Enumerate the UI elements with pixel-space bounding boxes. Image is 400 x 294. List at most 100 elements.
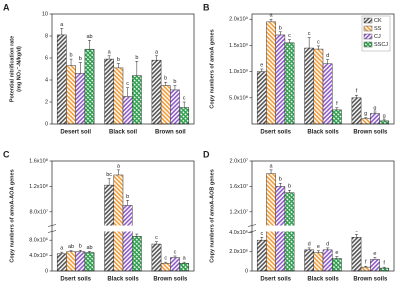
significance-letter: f [336,101,338,107]
bar [131,236,142,272]
y-tick-label: 2.0x10⁶ [229,248,248,255]
y-tick-label: 1.2x10⁷ [229,208,248,215]
panel-label: B [203,2,210,12]
legend-label: CK [374,18,382,24]
error-bar [307,247,311,250]
error-bar [364,265,368,268]
significance-letter: ab [68,244,74,250]
plot-frame [51,13,195,125]
error-bar [288,189,292,193]
error-bar [88,40,92,50]
error-bar [269,169,273,174]
significance-letter: c [260,231,263,237]
y-axis-title: (mg NO₃⁻-N/kg/d) [16,46,22,92]
significance-letter: b [288,184,291,190]
error-bar [326,247,330,250]
error-bar [164,81,168,86]
bar [160,85,171,125]
significance-letter: d [326,53,329,59]
error-bar [307,37,311,49]
bar [160,263,171,272]
y-axis-title: Copy numbers of amoA genes [209,29,215,108]
significance-letter: a [60,246,64,252]
bar [131,75,142,125]
bar [179,263,190,272]
error-bar [260,237,264,241]
bar [56,34,67,125]
y-tick-label: 10 [42,11,48,17]
y-tick-label: 6 [45,55,48,61]
bar [84,252,95,272]
error-bar [164,261,168,264]
significance-letter: c [317,39,320,45]
bar [122,205,133,272]
error-bar [88,251,92,253]
bar [266,21,276,125]
y-tick-label: 1.6x10⁸ [29,157,48,164]
error-bar [173,85,177,90]
x-tick-label: Brown soils [153,277,188,283]
significance-letter: c [174,249,177,255]
significance-letter: b [135,55,138,61]
bar [104,58,115,125]
y-tick-label: 8.0x10⁷ [29,208,48,215]
legend-swatch [363,25,373,32]
error-bar [260,68,264,72]
x-tick-label: Black soils [107,277,139,283]
significance-letter: f [365,260,367,266]
error-bar [69,58,73,66]
bar [151,243,162,272]
bar [351,237,362,272]
significance-letter: b [279,25,282,31]
x-tick-label: Dsert soils [260,277,291,283]
error-bar [182,101,186,108]
error-bar [135,233,139,237]
error-bar [269,18,273,22]
y-tick-label: 2 [45,99,48,105]
error-bar [107,178,111,186]
significance-letter: e [317,244,320,250]
bar [360,118,371,125]
significance-letter: f [383,261,385,267]
bar [179,107,190,125]
x-tick-label: Brown soil [155,130,186,136]
significance-letter: ab [86,245,92,251]
error-bar [126,200,130,206]
error-bar [382,266,386,269]
bar [379,267,390,272]
significance-letter: b [79,244,82,250]
y-tick-label: 1.5x10⁹ [229,42,248,49]
error-bar [373,111,377,114]
error-bar [60,251,64,254]
error-bar [116,63,120,68]
bar [266,173,276,272]
bar [351,97,362,125]
error-bar [126,87,130,97]
significance-letter: b [164,76,167,82]
bar [170,257,180,272]
significance-letter: c [308,31,311,37]
bar [331,109,342,125]
bar [275,34,286,125]
bar [56,253,67,272]
significance-letter: c [155,235,158,241]
significance-letter: b [126,194,129,200]
y-tick-label: 0 [245,268,248,274]
error-bar [335,256,339,259]
x-tick-label: Black soil [109,130,137,136]
error-bar [78,249,82,252]
y-tick-label: 1.6x10⁷ [229,183,248,190]
error-bar [278,31,282,35]
error-bar [154,241,158,245]
bar [313,252,324,272]
error-bar [364,117,368,119]
y-tick-label: 1.0x10⁹ [229,68,248,75]
axis-break [49,225,197,232]
bar [113,67,124,125]
significance-letter: bc [106,172,112,178]
significance-letter: c [126,81,129,87]
significance-letter: d [308,241,311,247]
significance-letter: a [183,256,187,262]
bar [113,174,124,272]
